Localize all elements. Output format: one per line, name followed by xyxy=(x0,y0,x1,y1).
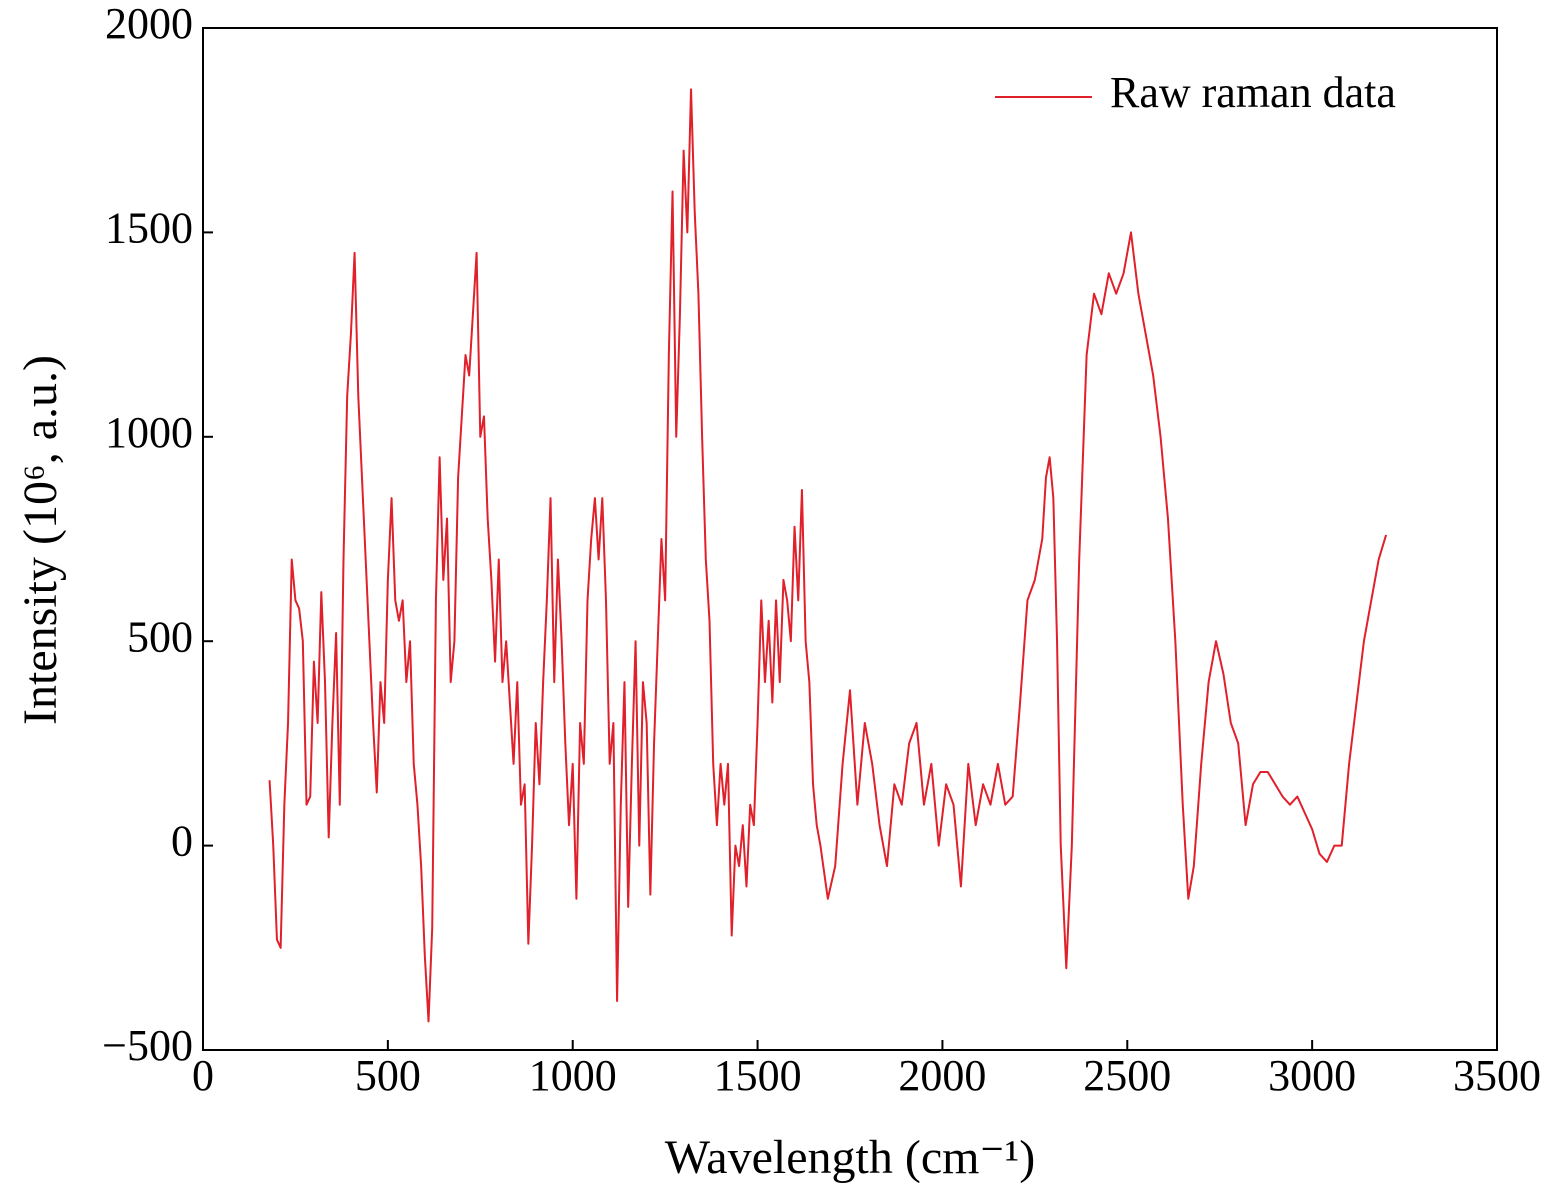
y-tick-label: 1500 xyxy=(105,203,193,252)
y-tick-label: 2000 xyxy=(105,0,193,48)
y-tick-label: 0 xyxy=(171,817,193,866)
data-line xyxy=(268,88,1388,1023)
legend-label: Raw raman data xyxy=(1110,68,1396,117)
x-tick-label: 3500 xyxy=(1453,1051,1541,1100)
x-tick-label: 1000 xyxy=(529,1051,617,1100)
x-axis-label: Wavelength (cm⁻¹) xyxy=(665,1131,1035,1184)
x-tick-label: 1500 xyxy=(714,1051,802,1100)
x-tick-label: 0 xyxy=(192,1051,214,1100)
y-tick-label: 1000 xyxy=(105,408,193,457)
y-tick-label: −500 xyxy=(102,1021,193,1070)
x-tick-label: 2000 xyxy=(898,1051,986,1100)
x-tick-label: 500 xyxy=(355,1051,421,1100)
y-axis-label: Intensity (10⁶, a.u.) xyxy=(14,355,67,725)
x-tick-label: 2500 xyxy=(1083,1051,1171,1100)
plot-frame xyxy=(202,27,1498,1051)
x-tick-label: 3000 xyxy=(1268,1051,1356,1100)
y-tick-label: 500 xyxy=(127,612,193,661)
